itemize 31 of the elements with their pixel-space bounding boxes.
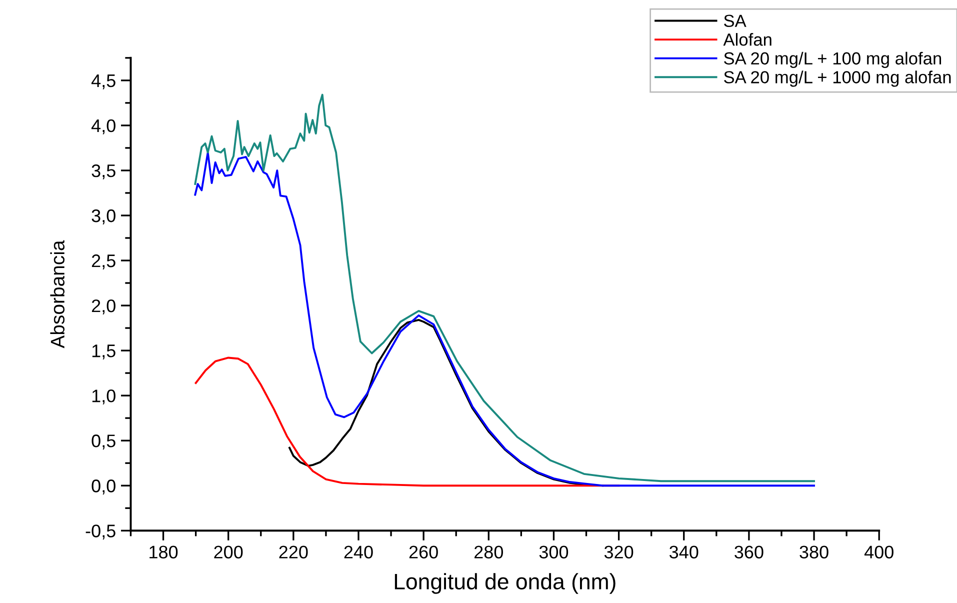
x-tick-label: 280	[474, 546, 503, 558]
y-tick-label: 1,5	[92, 344, 116, 360]
line-series	[194, 151, 815, 487]
x-tick-label: 320	[604, 546, 634, 558]
y-tick-label: 3,5	[92, 164, 116, 180]
line-series	[194, 94, 815, 482]
legend-label: SA	[724, 14, 746, 28]
y-tick-label: 2,0	[92, 299, 116, 314]
x-tick-label: 220	[279, 546, 308, 558]
y-tick-label: -0,5	[86, 524, 116, 540]
legend-label: SA 20 mg/L + 100 mg alofan	[724, 52, 942, 68]
y-tick-label: 2,5	[92, 254, 116, 270]
x-tick-label: 240	[344, 546, 373, 558]
x-tick-label: 380	[800, 546, 828, 558]
y-tick-label: 3,0	[92, 209, 116, 224]
x-tick-label: 400	[864, 546, 894, 558]
x-axis-title: Longitud de onda (nm)	[394, 573, 616, 594]
y-tick-label: 0,0	[92, 480, 116, 494]
y-tick-label: 4,5	[91, 74, 116, 90]
y-tick-label: 0,5	[92, 434, 116, 450]
x-tick-label: 260	[409, 546, 438, 558]
x-tick-label: 340	[670, 546, 698, 558]
x-tick-label: 360	[734, 546, 764, 558]
x-tick-label: 180	[150, 546, 178, 558]
x-tick-label: 300	[539, 546, 568, 558]
y-tick-label: 4,0	[91, 119, 116, 134]
legend-label: SA 20 mg/L + 1000 mg alofan	[724, 70, 951, 87]
legend-label: Alofan	[723, 33, 772, 46]
y-axis-title: Absorbancia	[50, 240, 65, 348]
x-tick-label: 200	[214, 546, 243, 558]
y-tick-label: 1,0	[92, 390, 116, 404]
